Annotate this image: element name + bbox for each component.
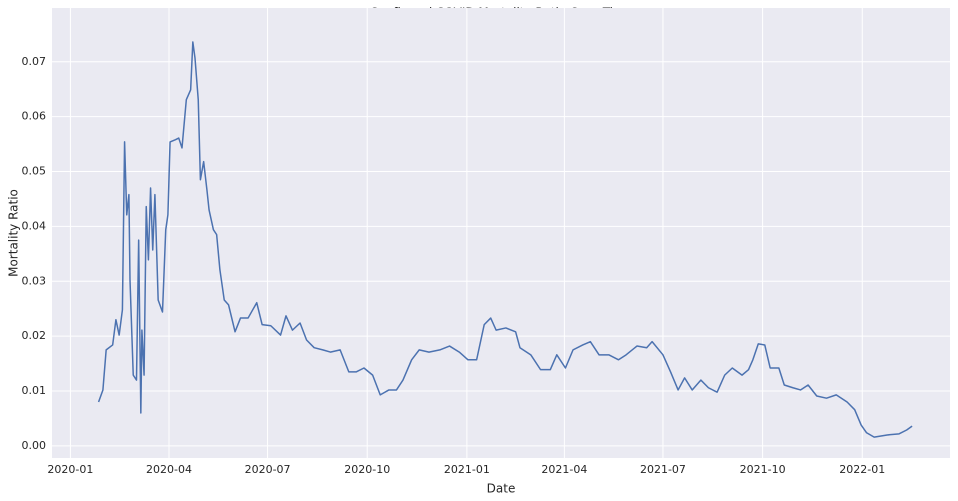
x-tick-label: 2022-01 (839, 463, 885, 476)
data-line (97, 41, 913, 438)
x-tick-label: 2020-07 (245, 463, 291, 476)
x-tick-label: 2020-01 (47, 463, 93, 476)
x-tick-label: 2021-01 (444, 463, 490, 476)
x-tick-label: 2020-04 (146, 463, 192, 476)
y-axis-label: Mortality Ratio (7, 189, 21, 277)
x-axis-label: Date (487, 482, 516, 496)
y-tick-label: 0.07 (22, 55, 47, 68)
x-tick-label: 2021-07 (640, 463, 686, 476)
y-tick-label: 0.00 (22, 439, 47, 452)
y-tick-label: 0.05 (22, 165, 47, 178)
y-tick-label: 0.03 (22, 274, 47, 287)
x-tick-label: 2020-10 (344, 463, 390, 476)
y-tick-label: 0.04 (22, 219, 47, 232)
x-tick-label: 2021-10 (740, 463, 786, 476)
x-tick-label: 2021-04 (541, 463, 587, 476)
y-tick-label: 0.02 (22, 329, 47, 342)
y-tick-label: 0.01 (22, 384, 47, 397)
y-tick-label: 0.06 (22, 110, 47, 123)
plot-area (52, 8, 950, 458)
